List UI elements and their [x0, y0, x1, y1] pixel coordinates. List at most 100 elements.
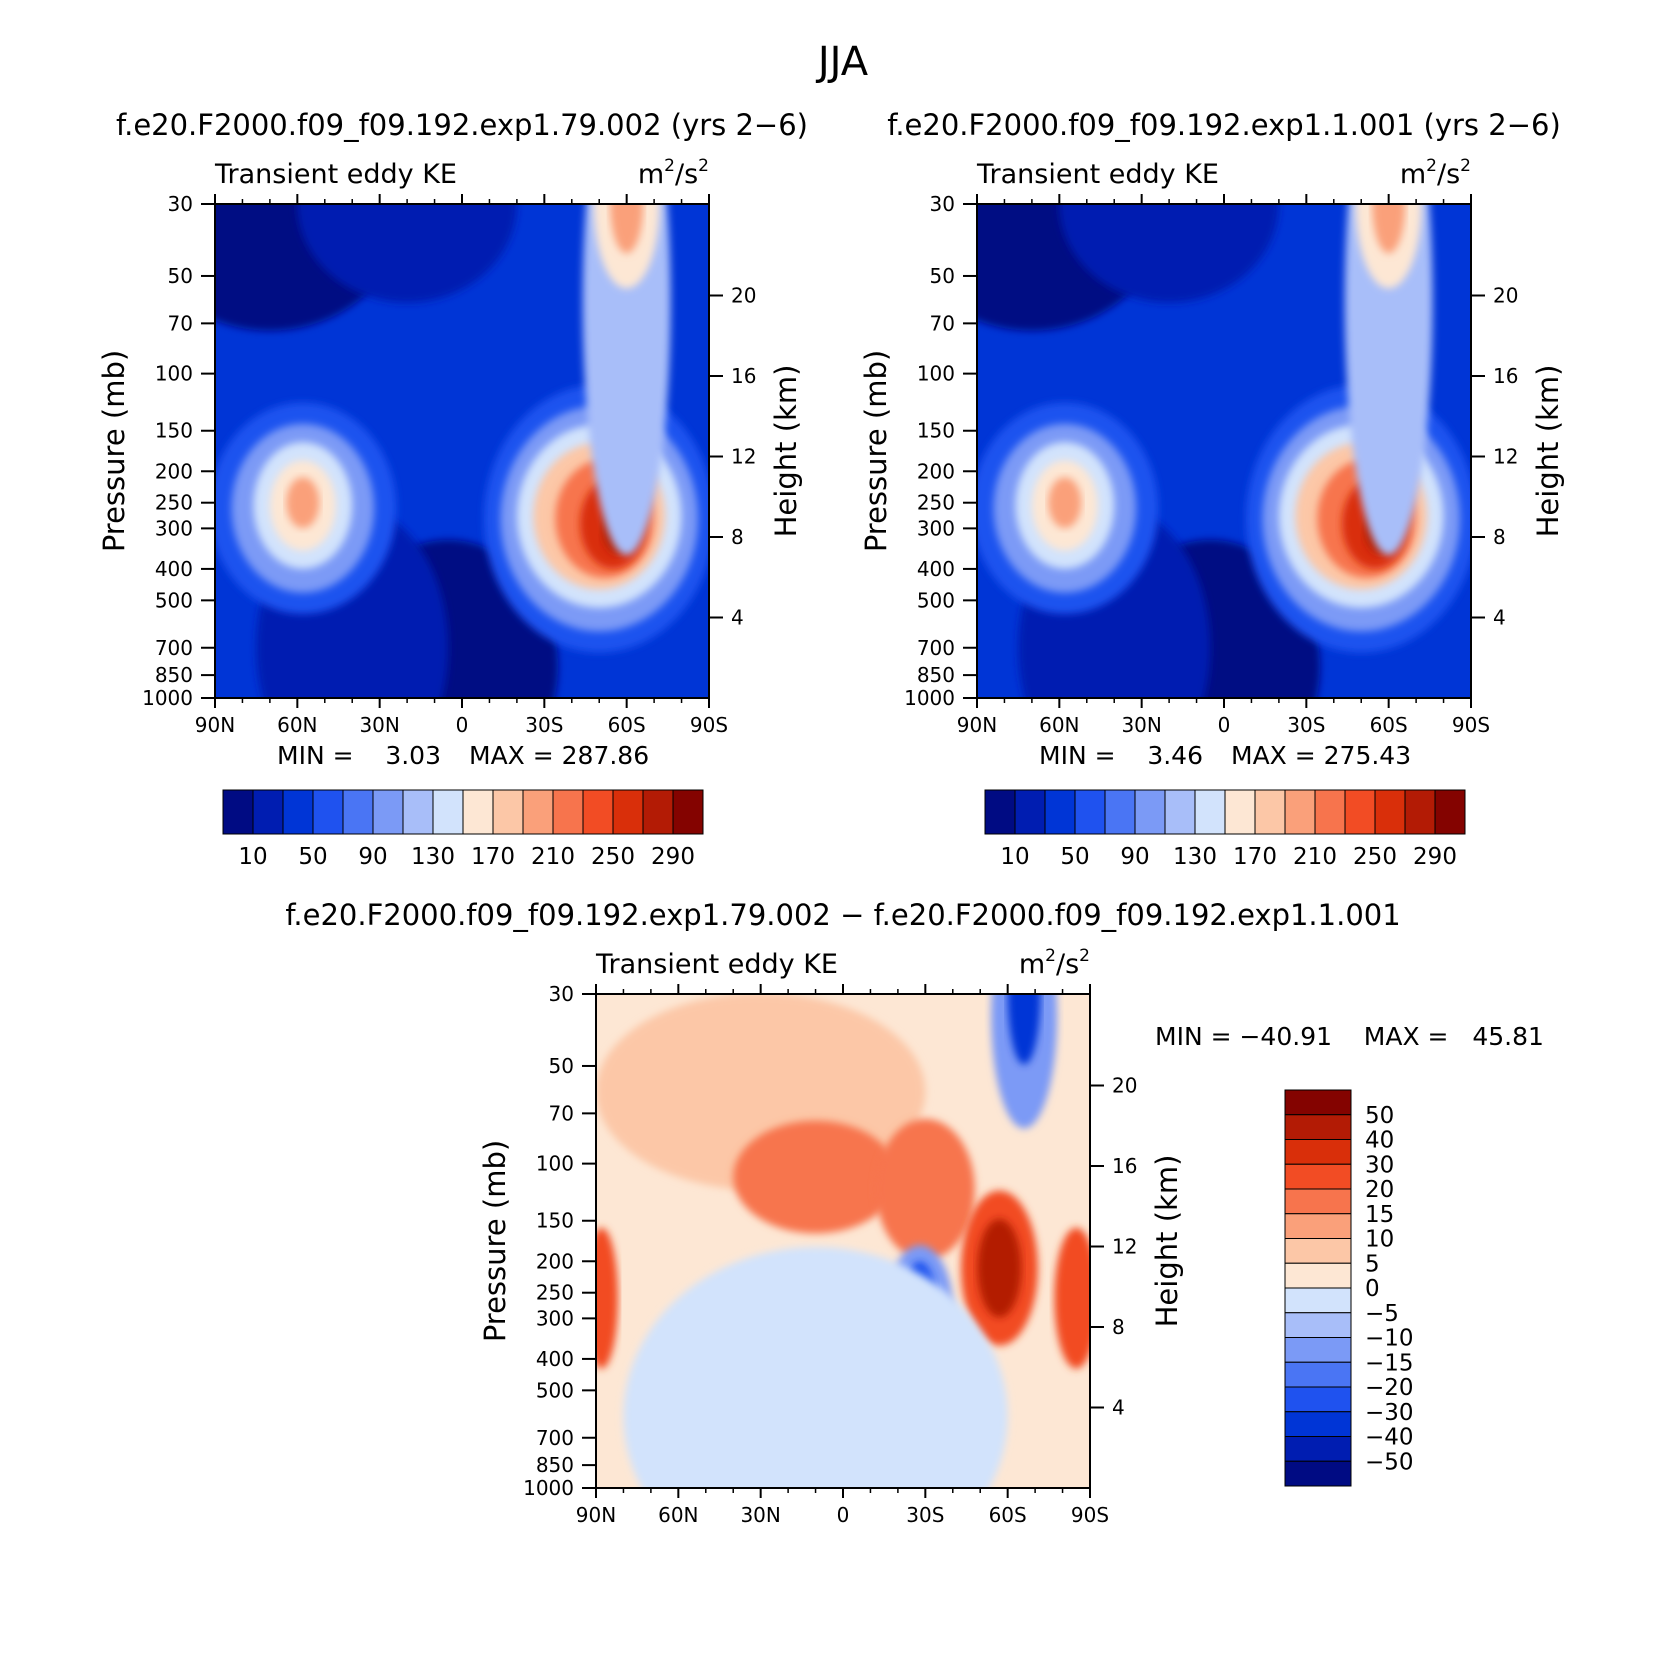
colorbar-label: 210 [531, 844, 575, 870]
colorbar-label: 5 [1365, 1251, 1380, 1277]
y-tick-label: 100 [917, 362, 955, 386]
y-tick-label: 400 [536, 1347, 574, 1371]
y-tick-label: 250 [155, 491, 193, 515]
field-sh-strat-column [1344, 204, 1433, 556]
panel-case2-title: f.e20.F2000.f09_f09.192.exp1.1.001 (yrs … [887, 108, 1561, 142]
colorbar-box [1074, 789, 1106, 835]
colorbar-box [1284, 1460, 1352, 1487]
x-tick-label: 90S [1071, 1503, 1109, 1527]
panel-case1-plot-area [215, 204, 709, 698]
colorbar-box [1044, 789, 1076, 835]
y2-tick-label: 12 [1112, 1234, 1137, 1258]
colorbar-box [402, 789, 434, 835]
colorbar-label: 130 [1173, 844, 1217, 870]
units-exp1: 2 [1426, 156, 1437, 176]
field-sh-strat-peak [1372, 204, 1406, 254]
panel-difference-plot-area [596, 994, 1090, 1488]
units-mid: /s [1056, 949, 1079, 980]
colorbar-box [432, 789, 464, 835]
field-lower-trop-negative [623, 1247, 1008, 1488]
field-positive-110hpa [733, 1120, 898, 1234]
y-tick-label: 50 [168, 264, 193, 288]
field-stratosphere-trop [1059, 204, 1279, 303]
panel-case2-plot-area [977, 204, 1471, 698]
field-nh-jet-peak [286, 477, 320, 529]
colorbar-label: −40 [1365, 1425, 1414, 1451]
colorbar-label: 210 [1293, 844, 1337, 870]
y-tick-label: 30 [549, 982, 574, 1006]
panel-case1-axes: 90N 60N 30N 0 30S 60S 90S 30 50 70 100 150 200 250300… [142, 192, 756, 737]
colorbar-label: 50 [298, 844, 327, 870]
x-tick-label: 90S [690, 713, 728, 737]
colorbar-label: 10 [238, 844, 267, 870]
y-tick-label: 300 [155, 516, 193, 540]
x-tick-label: 60N [1039, 713, 1079, 737]
colorbar-box [1014, 789, 1046, 835]
panel-case2-units: m2/s2 [1400, 156, 1471, 190]
y2-tick-label: 8 [1112, 1315, 1125, 1339]
colorbar-label: 90 [1120, 844, 1149, 870]
x-tick-label: 90S [1452, 713, 1490, 737]
y2-tick-label: 16 [731, 364, 756, 388]
panel-difference-var-label: Transient eddy KE [595, 949, 838, 980]
y-tick-label: 850 [917, 663, 955, 687]
colorbar-label: 40 [1365, 1128, 1394, 1154]
y-tick-label: 200 [917, 459, 955, 483]
units-exp2: 2 [1079, 946, 1090, 966]
y-tick-label: 250 [536, 1281, 574, 1305]
colorbar-box [1284, 1238, 1352, 1264]
y-tick-label: 50 [930, 264, 955, 288]
colorbar-label: −50 [1365, 1449, 1414, 1475]
y-tick-label: 700 [536, 1426, 574, 1450]
colorbar-box [672, 789, 704, 835]
panel-case1-var-label: Transient eddy KE [214, 159, 457, 190]
field-stratosphere-trop [297, 204, 517, 303]
x-tick-label: 30S [525, 713, 563, 737]
y2-tick-label: 16 [1112, 1154, 1137, 1178]
colorbar-label: −10 [1365, 1326, 1414, 1352]
colorbar-box [1284, 1337, 1352, 1363]
colorbar-box [1284, 1114, 1352, 1140]
y-tick-label: 100 [155, 362, 193, 386]
units-base: m [1019, 949, 1045, 980]
colorbar-box [1284, 1139, 1352, 1165]
x-tick-label: 90N [195, 713, 235, 737]
field-sh-polar-positive [1054, 1227, 1090, 1369]
colorbar-label: 50 [1060, 844, 1089, 870]
field-sh-strat-peak [610, 204, 644, 254]
panel-case2: f.e20.F2000.f09_f09.192.exp1.1.001 (yrs … [859, 108, 1565, 870]
x-tick-label: 60N [658, 1503, 698, 1527]
panel-case2-y2-label: Height (km) [1531, 365, 1565, 538]
units-base: m [1400, 159, 1426, 190]
colorbar-box [1284, 1312, 1352, 1338]
panel-difference-units: m2/s2 [1019, 946, 1090, 980]
panel-difference-y-label: Pressure (mb) [478, 1140, 512, 1342]
colorbar-box [1284, 1213, 1352, 1239]
colorbar-box [1284, 1361, 1352, 1388]
colorbar-box [252, 789, 284, 835]
y2-tick-label: 4 [731, 605, 744, 629]
colorbar-box [984, 789, 1016, 835]
y-tick-label: 70 [168, 311, 193, 335]
colorbar-label: 130 [411, 844, 455, 870]
panel-difference: f.e20.F2000.f09_f09.192.exp1.79.002 − f.… [285, 898, 1544, 1527]
colorbar-box [222, 789, 254, 835]
y-tick-label: 400 [917, 557, 955, 581]
colorbar-box [1284, 1262, 1352, 1289]
field-nh-jet-peak [1048, 477, 1082, 529]
units-mid: /s [1437, 159, 1460, 190]
x-tick-label: 30N [740, 1503, 780, 1527]
colorbar-box [612, 789, 644, 835]
colorbar-box [1284, 1163, 1352, 1190]
x-tick-label: 90N [957, 713, 997, 737]
panel-difference-y2-label: Height (km) [1150, 1155, 1184, 1328]
colorbar-box [1254, 789, 1286, 835]
colorbar-label: 170 [1233, 844, 1277, 870]
colorbar-label: 250 [1353, 844, 1397, 870]
panel-difference-title: f.e20.F2000.f09_f09.192.exp1.79.002 − f.… [285, 898, 1400, 932]
colorbar-box [462, 789, 494, 835]
y-tick-label: 850 [155, 663, 193, 687]
y-tick-label: 150 [917, 419, 955, 443]
y2-tick-label: 4 [1112, 1395, 1125, 1419]
colorbar-box [282, 789, 314, 835]
